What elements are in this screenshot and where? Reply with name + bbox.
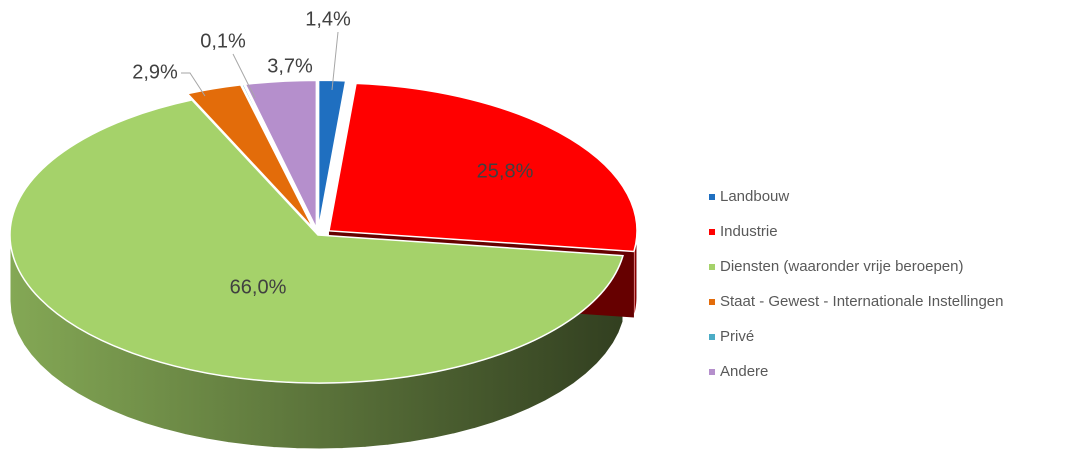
slice xyxy=(244,79,318,229)
slice xyxy=(328,82,638,253)
slice xyxy=(240,83,316,229)
legend-label: Diensten (waaronder vrije beroepen) xyxy=(720,258,963,275)
legend-marker xyxy=(709,369,715,375)
legend-marker xyxy=(709,334,715,340)
legend-marker xyxy=(709,299,715,305)
legend-marker xyxy=(709,264,715,270)
slice xyxy=(186,84,315,230)
legend-label: Landbouw xyxy=(720,188,789,205)
slice xyxy=(317,79,347,229)
legend-label: Andere xyxy=(720,363,768,380)
legend-marker xyxy=(709,194,715,200)
value-label: 2,9% xyxy=(132,61,178,83)
value-label: 3,7% xyxy=(267,55,313,77)
legend-label: Staat - Gewest - Internationale Instelli… xyxy=(720,293,1004,310)
value-label: 1,4% xyxy=(305,8,351,30)
leader-line xyxy=(181,72,206,97)
slice xyxy=(9,99,624,384)
legend-label: Privé xyxy=(720,328,754,345)
value-label: 25,8% xyxy=(477,160,534,182)
legend-marker xyxy=(709,229,715,235)
legend-label: Industrie xyxy=(720,223,778,240)
value-label: 66,0% xyxy=(230,276,287,298)
leader-line xyxy=(331,31,339,91)
leader-line xyxy=(232,53,256,99)
value-label: 0,1% xyxy=(200,30,246,52)
